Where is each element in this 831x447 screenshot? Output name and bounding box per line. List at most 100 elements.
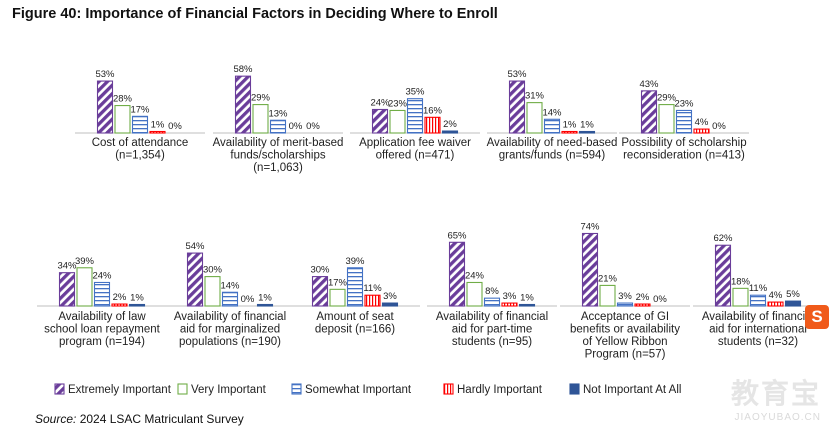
data-label: 11% <box>749 283 768 294</box>
data-label: 4% <box>769 290 783 301</box>
bar <box>311 276 329 307</box>
panel-label: benefits or availability <box>570 324 680 336</box>
chart-panel: 53% 28%17%1% 0% Cost of attendance(n=1,354) <box>75 69 205 162</box>
panel-label: Acceptance of GI <box>581 311 669 323</box>
bar <box>640 90 658 134</box>
legend-label: Not Important At All <box>583 384 681 396</box>
data-label: 29% <box>251 93 271 104</box>
data-label: 2% <box>636 292 650 303</box>
chart-panel: 62% 18%11%4% 5% Availability of financialai… <box>693 233 823 348</box>
panel-label: of Yellow Ribbon <box>582 336 667 348</box>
legend-label: Somewhat Important <box>305 384 412 396</box>
panel-label: (n=1,063) <box>253 162 303 174</box>
data-label: 53% <box>507 69 527 80</box>
data-label: 0% <box>306 121 320 132</box>
chart-panel: 43% 29%23%4% 0% Possibility of scholarshipr… <box>619 79 749 162</box>
side-badge-icon[interactable]: S <box>805 305 829 329</box>
data-label: 1% <box>520 293 534 304</box>
panel-label: aid for international <box>709 324 807 336</box>
data-label: 17% <box>328 277 348 288</box>
data-label: 35% <box>405 87 425 98</box>
chart-panel: 54% 30% 14%0% 1% Availability of financialai… <box>165 241 295 348</box>
panel-label: students (n=95) <box>452 336 532 348</box>
panel-label: Availability of financial <box>436 311 548 323</box>
data-label: 29% <box>657 93 677 104</box>
data-label: 53% <box>95 69 115 80</box>
source-note: Source: 2024 LSAC Matriculant Survey <box>35 412 244 426</box>
bar <box>221 291 239 307</box>
panel-label: offered (n=471) <box>376 150 455 162</box>
legend-item: Extremely Important <box>54 383 172 396</box>
panel-label: Amount of seat <box>316 311 394 323</box>
panel-label: aid for part-time <box>452 324 533 336</box>
bar <box>252 104 269 134</box>
bar <box>371 108 389 134</box>
bar <box>581 232 599 307</box>
bar <box>599 284 616 307</box>
legend-item: Hardly Important <box>443 383 543 396</box>
bar <box>466 281 483 307</box>
data-label: 23% <box>674 98 694 109</box>
panel-label: Availability of law <box>58 311 146 323</box>
bar <box>389 109 406 134</box>
data-label: 30% <box>203 265 223 276</box>
chart-panel: 65% 24%8% 3% 1% Availability of financialaid… <box>427 230 557 348</box>
chart-panel: 24%23%35% 16%2% Application fee waiveroffe… <box>350 87 480 162</box>
chart-panel: 53%31%14%1% 1%Availability of need-basedg… <box>487 69 618 161</box>
bar <box>186 252 204 307</box>
bar <box>732 287 749 307</box>
bar <box>616 302 634 307</box>
data-label: 30% <box>310 265 330 276</box>
legend-swatch <box>54 383 65 395</box>
data-label: 39% <box>345 256 365 267</box>
bar <box>483 297 501 307</box>
data-label: 0% <box>653 294 667 305</box>
panel-label: Cost of attendance <box>92 137 189 149</box>
bar <box>578 130 596 134</box>
legend-swatch <box>177 383 188 395</box>
panel-label: Availability of merit-based <box>213 137 344 149</box>
bar <box>518 303 536 307</box>
data-label: 8% <box>485 286 499 297</box>
legend-swatch <box>569 383 580 395</box>
legend-swatch <box>443 383 454 395</box>
data-label: 43% <box>639 79 659 90</box>
bar <box>441 130 459 134</box>
data-label: 0% <box>289 121 303 132</box>
bar <box>329 288 346 307</box>
bar <box>693 128 710 134</box>
data-label: 0% <box>241 294 255 305</box>
bar <box>234 75 252 134</box>
data-label: 1% <box>151 120 165 131</box>
panel-label: aid for marginalized <box>180 324 280 336</box>
panel-label: Availability of need-based <box>487 137 618 149</box>
data-label: 16% <box>423 105 443 116</box>
panel-label: reconsideration (n=413) <box>623 150 745 162</box>
panel-label: deposit (n=166) <box>315 324 395 336</box>
data-label: 1% <box>580 120 594 131</box>
chart-panel: 58%29%13%0% 0%Availability of merit-based… <box>213 64 344 174</box>
data-label: 23% <box>388 98 408 109</box>
source-text: 2024 LSAC Matriculant Survey <box>79 412 244 426</box>
data-label: 31% <box>525 91 545 102</box>
data-label: 24% <box>465 270 485 281</box>
bar <box>111 303 128 307</box>
legend-label: Extremely Important <box>68 384 172 396</box>
bar <box>149 130 166 134</box>
data-label: 2% <box>443 119 457 130</box>
bar <box>256 303 274 307</box>
data-label: 14% <box>220 280 240 291</box>
bar <box>381 302 399 307</box>
bar <box>561 130 578 134</box>
data-label: 17% <box>130 104 150 115</box>
legend-label: Very Important <box>191 384 267 396</box>
data-label: 24% <box>370 97 390 108</box>
data-label: 74% <box>580 221 600 232</box>
panel-label: students (n=32) <box>718 336 798 348</box>
data-label: 62% <box>713 233 733 244</box>
data-label: 2% <box>113 292 127 303</box>
bar <box>501 302 518 307</box>
